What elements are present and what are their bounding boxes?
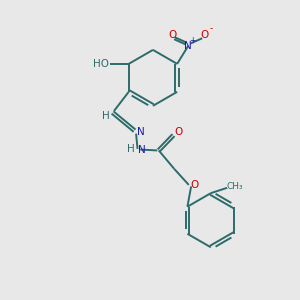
Text: O: O — [175, 127, 183, 137]
Text: +: + — [189, 36, 195, 45]
Text: H: H — [102, 111, 110, 121]
Text: O: O — [190, 180, 198, 190]
Text: CH₃: CH₃ — [227, 182, 243, 191]
Text: O: O — [201, 30, 209, 40]
Text: -: - — [209, 24, 212, 33]
Text: O: O — [168, 30, 177, 40]
Text: N: N — [184, 40, 192, 51]
Text: N: N — [138, 145, 146, 154]
Text: H: H — [127, 144, 135, 154]
Text: HO: HO — [93, 59, 109, 69]
Text: N: N — [136, 127, 144, 137]
